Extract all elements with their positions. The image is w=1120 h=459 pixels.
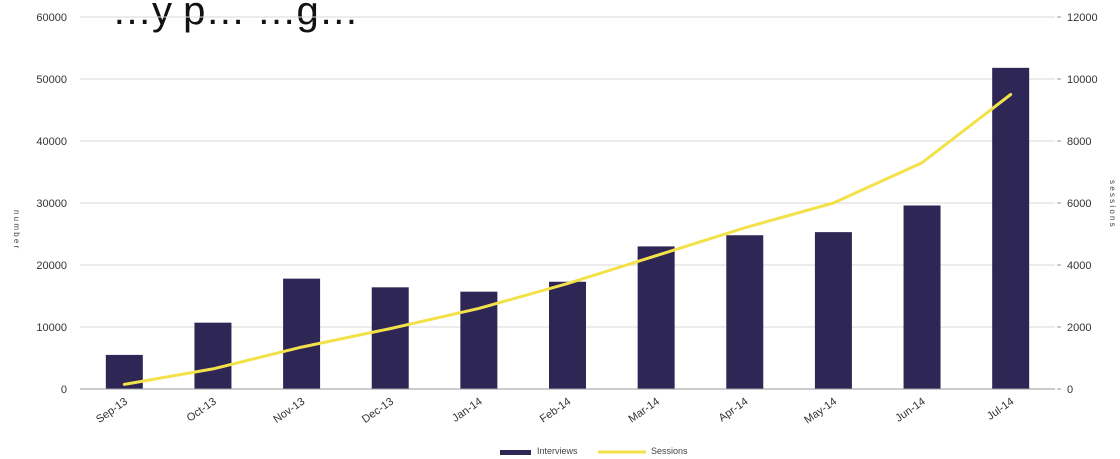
x-tick-label: Oct-13 xyxy=(185,396,219,425)
right-tick-label: 4000 xyxy=(1067,260,1091,272)
right-tick-label: 8000 xyxy=(1067,136,1091,148)
legend-label-interviews: Interviews xyxy=(537,446,578,456)
left-tick-label: 50000 xyxy=(36,74,67,86)
bar xyxy=(992,67,1030,389)
left-axis-label: n u m b e r xyxy=(12,210,21,249)
x-tick-label: Mar-14 xyxy=(626,396,661,426)
right-tick-label: 0 xyxy=(1067,384,1073,396)
left-tick-label: 20000 xyxy=(36,260,67,272)
legend: Interviews Sessions xyxy=(500,446,688,456)
x-tick-label: Feb-14 xyxy=(538,396,573,426)
left-tick-label: 40000 xyxy=(36,136,67,148)
right-tick-label: 2000 xyxy=(1067,322,1091,334)
x-tick-label: Jul-14 xyxy=(985,396,1016,423)
legend-label-sessions: Sessions xyxy=(651,446,688,456)
x-tick-label: Nov-13 xyxy=(271,396,307,426)
bar xyxy=(726,235,764,389)
left-tick-label: 30000 xyxy=(36,198,67,210)
bar xyxy=(283,278,321,389)
right-tick-label: 10000 xyxy=(1067,74,1098,86)
bar xyxy=(637,246,675,389)
bar xyxy=(194,322,232,389)
x-tick-label: Jan-14 xyxy=(450,396,484,425)
right-axis-label: s e s s i o n s xyxy=(1108,180,1117,227)
x-tick-label: Apr-14 xyxy=(717,396,751,425)
x-tick-label: May-14 xyxy=(802,396,839,427)
legend-swatch-interviews xyxy=(500,450,531,455)
left-tick-label: 10000 xyxy=(36,322,67,334)
bar xyxy=(814,232,852,389)
line-series xyxy=(122,93,1013,386)
right-tick-label: 12000 xyxy=(1067,12,1098,24)
bar xyxy=(549,281,586,389)
sessions-line xyxy=(122,93,1013,386)
right-tick-label: 6000 xyxy=(1067,198,1091,210)
x-tick-label: Dec-13 xyxy=(360,396,396,426)
left-tick-label: 60000 xyxy=(36,12,67,24)
x-tick-label: Jun-14 xyxy=(893,396,927,425)
bar xyxy=(903,205,941,389)
left-tick-label: 0 xyxy=(61,384,67,396)
bar-series xyxy=(105,67,1030,389)
bar xyxy=(371,287,409,389)
x-tick-label: Sep-13 xyxy=(94,396,130,426)
